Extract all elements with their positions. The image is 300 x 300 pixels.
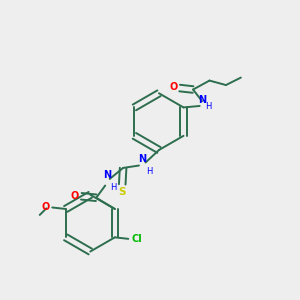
Text: O: O (169, 82, 177, 92)
Text: N: N (103, 170, 111, 181)
Text: H: H (146, 167, 152, 176)
Text: H: H (110, 183, 116, 192)
Text: O: O (41, 202, 49, 212)
Text: S: S (118, 187, 126, 197)
Text: O: O (71, 191, 79, 201)
Text: H: H (206, 102, 212, 111)
Text: N: N (139, 154, 147, 164)
Text: N: N (198, 95, 206, 105)
Text: Cl: Cl (131, 234, 142, 244)
